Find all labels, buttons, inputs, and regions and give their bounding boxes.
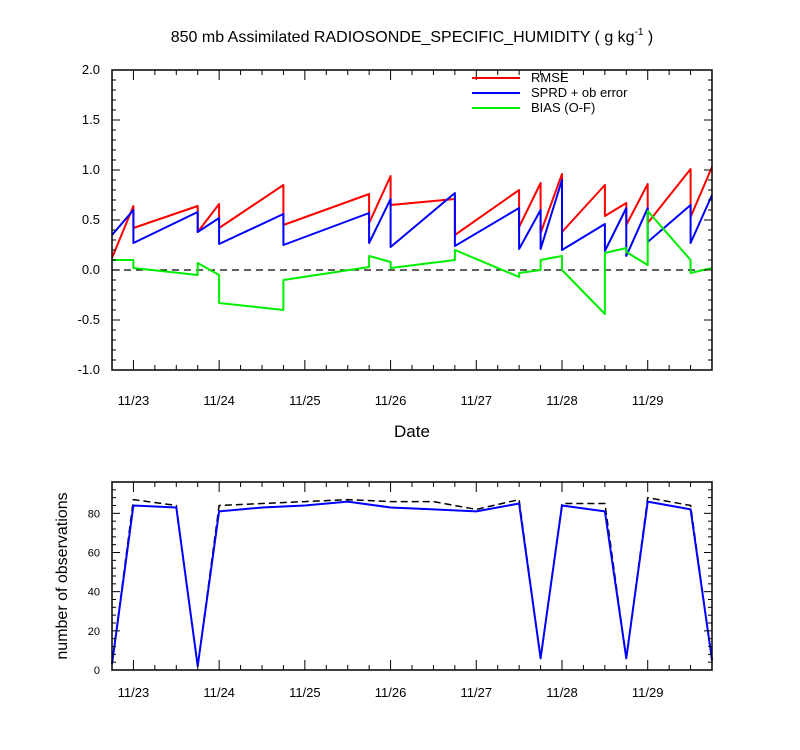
top-xticks: 11/23 11/24 11/25 11/26 11/27 11/28 11/29: [111, 70, 713, 408]
series-line-assimilated: [111, 500, 713, 668]
legend-label-bias-o-f: BIAS (O-F): [531, 100, 595, 115]
x-tick-label: 11/24: [203, 685, 235, 700]
y-tick-label: 60: [88, 548, 100, 560]
x-tick-label: 11/25: [289, 393, 321, 408]
top-series: [111, 166, 713, 315]
y-tick-label: 40: [88, 587, 100, 599]
x-tick-label: 11/23: [118, 393, 150, 408]
x-tick-label: 11/27: [460, 393, 492, 408]
legend-label-rmse: RMSE: [531, 70, 569, 85]
x-tick-label: 11/24: [203, 393, 235, 408]
x-tick-label: 11/23: [118, 685, 150, 700]
y-tick-label: 1.5: [82, 112, 100, 127]
x-tick-label: 11/26: [375, 393, 407, 408]
title-superscript: -1: [635, 27, 644, 38]
y-tick-label: -1.0: [78, 362, 100, 377]
y-tick-label: 1.0: [82, 162, 100, 177]
title-end: ): [643, 29, 653, 46]
x-tick-label: 11/28: [546, 393, 578, 408]
y-tick-label: 0.0: [82, 262, 100, 277]
legend-label-sprd-ob-error: SPRD + ob error: [531, 85, 628, 100]
top-plot-frame: [111, 69, 713, 371]
title-main: 850 mb Assimilated RADIOSONDE_SPECIFIC_H…: [171, 29, 635, 46]
y-tick-label: 0.5: [82, 212, 100, 227]
x-tick-label: 11/29: [632, 685, 664, 700]
top-x-axis-label: Date: [394, 422, 430, 441]
bottom-series: [111, 496, 713, 668]
y-tick-label: -0.5: [78, 312, 100, 327]
top-yticks: -1.0 -0.5 0.0 0.5 1.0 1.5 2.0: [78, 62, 712, 377]
x-tick-label: 11/29: [632, 393, 664, 408]
bottom-xticks: 11/23 11/24 11/25 11/26 11/27 11/28 11/29: [111, 482, 713, 700]
series-line-sprd-ob-error: [111, 179, 713, 257]
bottom-chart: 0 20 40 60 80 11/23 11/24 11/25 11/26 11/27 11/28…: [54, 481, 713, 700]
y-tick-label: 80: [88, 508, 100, 520]
series-line-bias-o-f: [112, 210, 713, 315]
bottom-y-axis-label: number of observations: [54, 492, 71, 659]
y-tick-label: 2.0: [82, 62, 100, 77]
x-tick-label: 11/25: [289, 685, 321, 700]
y-tick-label: 0: [94, 665, 100, 677]
x-tick-label: 11/28: [546, 685, 578, 700]
bottom-yticks: 0 20 40 60 80: [88, 481, 712, 677]
y-tick-label: 20: [88, 626, 100, 638]
x-tick-label: 11/27: [460, 685, 492, 700]
top-chart-title: 850 mb Assimilated RADIOSONDE_SPECIFIC_H…: [171, 27, 654, 46]
top-chart: 850 mb Assimilated RADIOSONDE_SPECIFIC_H…: [78, 27, 713, 441]
series-line-rmse: [111, 166, 713, 259]
x-tick-label: 11/26: [375, 685, 407, 700]
